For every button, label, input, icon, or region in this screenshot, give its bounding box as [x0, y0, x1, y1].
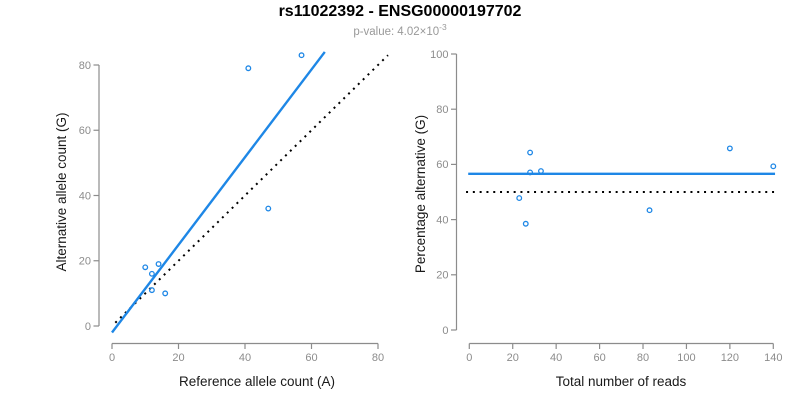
page-title: rs11022392 - ENSG00000197702 [278, 3, 522, 20]
x-tick-label: 140 [764, 352, 782, 364]
x-tick-label: 120 [721, 352, 739, 364]
x-tick-label: 80 [637, 352, 649, 364]
y-tick-label: 0 [442, 325, 448, 337]
data-point [148, 270, 155, 277]
x-tick-label: 80 [372, 352, 384, 364]
x-tick-label: 60 [305, 352, 317, 364]
percentage-scatter: 0 20 40 60 80 100 120 140 0 20 40 60 80 100 Total numb… [413, 49, 782, 389]
y-tick-label: 0 [85, 321, 91, 333]
pvalue-label: p-value: [353, 25, 395, 38]
pvalue-base: 4.02×10 [397, 25, 440, 38]
data-point [726, 145, 733, 152]
x-axis-label: Total number of reads [556, 374, 687, 389]
x-tick-label: 60 [593, 352, 605, 364]
y-tick-label: 60 [436, 159, 448, 171]
data-point [527, 149, 534, 156]
pvalue-exponent: -3 [439, 22, 447, 32]
y-tick-label: 40 [79, 190, 91, 202]
data-point [155, 261, 162, 267]
data-point [527, 169, 534, 176]
identity-line [114, 54, 389, 324]
x-tick-label: 20 [172, 352, 184, 364]
data-point [646, 207, 653, 214]
y-tick-label: 20 [79, 256, 91, 268]
y-tick-label: 80 [436, 104, 448, 116]
data-point [522, 220, 529, 227]
data-points [142, 52, 305, 297]
y-axis-label: Percentage alternative (G) [413, 115, 428, 273]
fit-line [111, 51, 326, 334]
data-point [516, 195, 523, 202]
y-tick-label: 20 [436, 270, 448, 282]
data-point [538, 168, 544, 174]
data-point [142, 264, 149, 271]
x-tick-label: 100 [677, 352, 695, 364]
data-point [770, 163, 777, 170]
data-point [265, 205, 272, 212]
x-axis-label: Reference allele count (A) [179, 374, 335, 389]
data-point [162, 290, 169, 297]
data-point [298, 52, 305, 59]
data-point [245, 65, 252, 72]
y-tick-label: 60 [79, 125, 91, 137]
y-tick-label: 100 [430, 49, 448, 61]
x-tick-label: 20 [507, 352, 519, 364]
data-points [516, 145, 777, 227]
x-tick-label: 0 [466, 352, 472, 364]
x-tick-label: 40 [550, 352, 562, 364]
y-tick-label: 40 [436, 214, 448, 226]
data-point [148, 287, 155, 294]
x-tick-label: 40 [239, 352, 251, 364]
pvalue-subtitle: p-value: 4.02×10-3 [0, 22, 800, 38]
x-tick-label: 0 [109, 352, 115, 364]
allele-count-scatter: 0 20 40 60 80 0 20 40 60 80 Reference allele count… [54, 51, 389, 389]
y-axis-label: Alternative allele count (G) [54, 112, 69, 271]
y-tick-label: 80 [79, 60, 91, 72]
